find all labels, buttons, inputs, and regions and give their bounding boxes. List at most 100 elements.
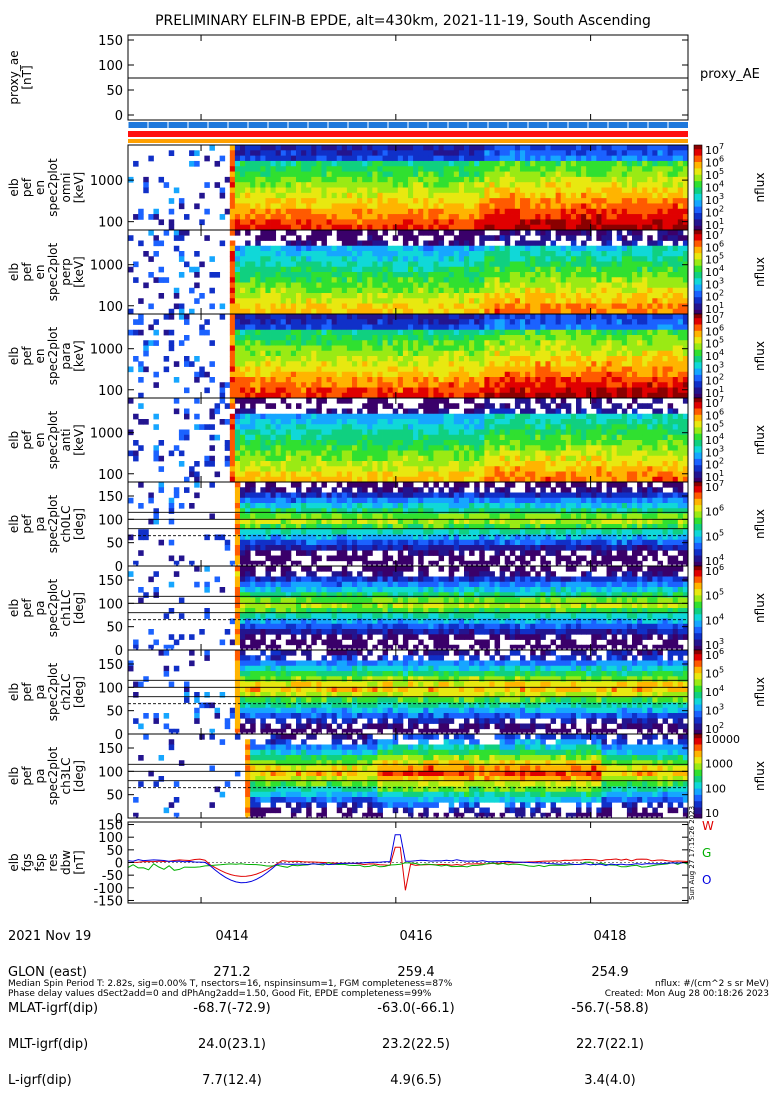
en_para-cell xyxy=(245,325,250,331)
en_omni-cell xyxy=(647,219,652,225)
en_omni-cell xyxy=(495,150,500,156)
en_omni-cell xyxy=(240,209,245,215)
en_para-cell xyxy=(362,335,367,341)
en_para-cell xyxy=(632,330,637,336)
en_para-cell xyxy=(377,372,382,378)
en_para-cell xyxy=(444,351,449,357)
en_omni-cell xyxy=(607,203,612,209)
en_omni-cell xyxy=(469,209,474,215)
en_para-cell xyxy=(311,382,316,388)
en_para-cell xyxy=(413,367,418,373)
en_anti-cell xyxy=(311,472,316,478)
en_para-cell xyxy=(423,382,428,388)
en_para-cell xyxy=(581,388,586,394)
en_perp-cell xyxy=(220,241,225,247)
en_perp-cell xyxy=(271,298,276,304)
en_para-cell xyxy=(169,340,174,346)
en_omni-cell xyxy=(454,182,459,188)
en_perp-cell xyxy=(449,256,454,262)
en_para-cell xyxy=(439,346,444,352)
en_para-cell xyxy=(617,382,622,388)
en_para-cell xyxy=(255,367,260,373)
en_perp-cell xyxy=(459,293,464,299)
en_para-cell xyxy=(428,377,433,383)
en_anti-cell xyxy=(184,435,189,441)
en_para-cell xyxy=(245,361,250,367)
en_omni-cell xyxy=(276,219,281,225)
en_para-cell xyxy=(306,388,311,394)
en_anti-cell xyxy=(306,430,311,436)
en_omni-cell xyxy=(393,177,398,183)
en_para-cell xyxy=(454,351,459,357)
en_perp-cell xyxy=(306,272,311,278)
en_perp-cell xyxy=(235,288,240,294)
en_perp-cell xyxy=(484,272,489,278)
en_perp-cell xyxy=(622,283,627,289)
en_anti-cell xyxy=(230,472,235,478)
en_para-cell xyxy=(301,346,306,352)
en_para-ytick-label: 1000 xyxy=(90,343,123,358)
en_para-cell xyxy=(316,330,321,336)
en_omni-cell xyxy=(271,182,276,188)
en_omni-cell xyxy=(561,182,566,188)
en_perp-cell xyxy=(652,288,657,294)
en_omni-cell xyxy=(169,219,174,225)
en_para-cell xyxy=(596,325,601,331)
en_para-cell xyxy=(327,372,332,378)
en_perp-cell xyxy=(413,235,418,241)
en_para-cell xyxy=(367,346,372,352)
en_omni-cell xyxy=(540,188,545,194)
en_anti-cell xyxy=(240,456,245,462)
en_omni-cell xyxy=(377,172,382,178)
en_para-cell xyxy=(286,330,291,336)
en_perp-cell xyxy=(428,262,433,268)
en_perp-cell xyxy=(678,251,683,257)
en_anti-cell xyxy=(276,430,281,436)
en_perp-cell xyxy=(377,304,382,310)
en_perp-cell xyxy=(327,283,332,289)
en_para-cell xyxy=(230,367,235,373)
en_omni-cell xyxy=(464,209,469,215)
en_omni-cell xyxy=(352,145,357,151)
en_omni-cell xyxy=(377,198,382,204)
en_para-cell xyxy=(296,377,301,383)
en_omni-cell xyxy=(332,214,337,220)
en_anti-cell xyxy=(245,419,250,425)
en_para-cell xyxy=(566,361,571,367)
en_perp-cell xyxy=(428,251,433,257)
en_para-cell xyxy=(505,367,510,373)
en_anti-cell xyxy=(281,451,286,457)
en_anti-cell xyxy=(240,419,245,425)
en_para-cell xyxy=(520,367,525,373)
en_omni-cell xyxy=(540,214,545,220)
en_omni-cell xyxy=(652,214,657,220)
en_para-cell xyxy=(347,382,352,388)
en_omni-cell xyxy=(408,150,413,156)
en_perp-cell xyxy=(581,283,586,289)
en_omni-cell xyxy=(642,188,647,194)
en_para-cell xyxy=(581,325,586,331)
en_omni-cell xyxy=(433,172,438,178)
en_perp-cell xyxy=(337,293,342,299)
en_anti-cell xyxy=(342,445,347,451)
en_omni-cell xyxy=(444,166,449,172)
en_omni-cell xyxy=(281,209,286,215)
en_para-cell xyxy=(265,325,270,331)
en_omni-cell xyxy=(428,193,433,199)
en_perp-cell xyxy=(286,298,291,304)
en_perp-cell xyxy=(484,256,489,262)
en_anti-cell xyxy=(347,466,352,472)
en_omni-heatmap xyxy=(128,145,688,230)
en_para-cell xyxy=(265,367,270,373)
en_omni-cell xyxy=(495,166,500,172)
en_para-cell xyxy=(199,330,204,336)
en_omni-cell xyxy=(255,209,260,215)
en_para-cell xyxy=(591,388,596,394)
en_para-cell xyxy=(235,356,240,362)
en_omni-cell xyxy=(398,198,403,204)
en_para-cell xyxy=(423,361,428,367)
en_perp-cell xyxy=(525,277,530,283)
en_anti-cell xyxy=(235,409,240,415)
en_perp-cell xyxy=(403,235,408,241)
en_perp-cell xyxy=(449,262,454,268)
